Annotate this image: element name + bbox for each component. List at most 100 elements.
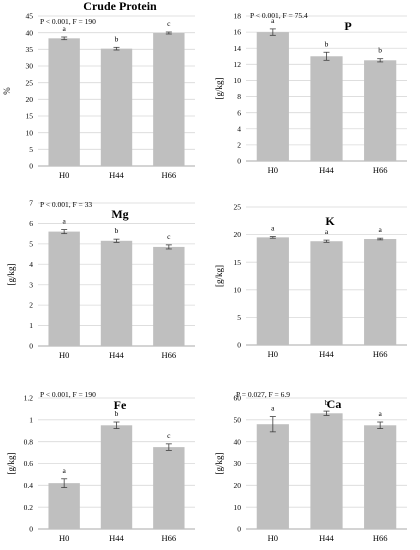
significance-letter: b xyxy=(115,34,119,43)
y-tick-label: 8 xyxy=(237,92,241,101)
chart-panel: 0 5 10 15 20 25 a H0 a H44 a H66 K [g/kg] xyxy=(214,203,407,359)
y-tick-label: 15 xyxy=(234,258,242,267)
chart-title: P xyxy=(344,19,351,33)
significance-letter: a xyxy=(271,224,275,233)
x-tick-label: H0 xyxy=(268,349,278,359)
x-tick-label: H44 xyxy=(109,533,124,543)
chart-panel: 0 2 4 6 8 10 12 14 16 18 a H0 b H44 b H66 P P < 0.001, F … xyxy=(214,11,407,175)
y-tick-label: 0.6 xyxy=(24,459,34,468)
x-tick-label: H66 xyxy=(162,170,177,180)
significance-letter: a xyxy=(62,466,66,475)
y-tick-label: 50 xyxy=(234,415,242,424)
bar xyxy=(310,413,343,529)
y-tick-label: 0.2 xyxy=(24,503,34,512)
chart-title: Ca xyxy=(327,397,342,411)
bar xyxy=(310,241,343,345)
y-tick-label: 30 xyxy=(234,459,242,468)
y-tick-label: 4 xyxy=(237,124,241,133)
y-axis-label: [g/kg] xyxy=(214,453,224,475)
bar xyxy=(48,231,80,346)
y-tick-label: 1 xyxy=(29,415,33,424)
y-tick-label: 25 xyxy=(234,203,242,212)
chart-panel: 0 5 10 15 20 25 30 35 40 45 a H0 b H44 c H66 Crude Prote… xyxy=(2,0,195,180)
chart-title: Mg xyxy=(111,207,128,221)
significance-letter: b xyxy=(115,226,119,235)
x-tick-label: H44 xyxy=(109,350,124,360)
chart-panel: 0 10 20 30 40 50 60 a H0 b H44 a H66 Ca P = 0.027, F =… xyxy=(214,390,407,543)
y-tick-label: 10 xyxy=(234,76,242,85)
stat-annotation: P = 0.027, F = 6.9 xyxy=(236,390,290,399)
y-axis-label: [g/kg] xyxy=(214,265,224,287)
x-tick-label: H44 xyxy=(319,533,334,543)
x-tick-label: H66 xyxy=(162,350,177,360)
significance-letter: b xyxy=(325,39,329,48)
x-tick-label: H66 xyxy=(162,533,177,543)
y-tick-label: 15 xyxy=(26,112,34,121)
significance-letter: a xyxy=(62,217,66,226)
y-tick-label: 0 xyxy=(237,157,241,166)
x-tick-label: H0 xyxy=(268,533,278,543)
x-tick-label: H66 xyxy=(373,533,388,543)
bar xyxy=(256,424,289,529)
x-tick-label: H44 xyxy=(109,170,124,180)
y-tick-label: 20 xyxy=(234,230,242,239)
y-tick-label: 6 xyxy=(237,108,241,117)
y-tick-label: 0.4 xyxy=(24,481,34,490)
chart-title: Fe xyxy=(114,398,127,412)
significance-letter: c xyxy=(167,232,171,241)
chart-title: K xyxy=(325,214,335,228)
y-tick-label: 30 xyxy=(26,62,34,71)
y-tick-label: 7 xyxy=(29,199,33,208)
stat-annotation: P < 0.001, F = 190 xyxy=(40,390,96,399)
bar xyxy=(153,33,185,166)
y-tick-label: 5 xyxy=(237,313,241,322)
stat-annotation: P < 0.001, F = 75.4 xyxy=(250,11,308,20)
significance-letter: b xyxy=(378,46,382,55)
x-tick-label: H0 xyxy=(268,165,278,175)
y-axis-label: [g/kg] xyxy=(6,453,16,475)
chart-title: Crude Protein xyxy=(83,0,157,13)
bar xyxy=(364,425,397,529)
x-tick-label: H66 xyxy=(373,165,388,175)
y-tick-label: 20 xyxy=(234,481,242,490)
y-tick-label: 0 xyxy=(29,525,33,534)
y-tick-label: 1 xyxy=(29,321,33,330)
bar xyxy=(364,239,397,345)
y-tick-label: 16 xyxy=(234,28,242,37)
y-tick-label: 10 xyxy=(234,285,242,294)
significance-letter: b xyxy=(115,409,119,418)
y-tick-label: 40 xyxy=(26,28,34,37)
y-tick-label: 10 xyxy=(26,128,34,137)
bar xyxy=(100,48,133,166)
y-tick-label: 0.8 xyxy=(24,437,34,446)
y-tick-label: 5 xyxy=(29,239,33,248)
chart-panel: 0 0.2 0.4 0.6 0.8 1 1.2 a H0 b H44 c H66 Fe P < 0.001,… xyxy=(6,390,195,543)
y-tick-label: 10 xyxy=(234,503,242,512)
bar xyxy=(364,60,397,161)
y-tick-label: 4 xyxy=(29,260,33,269)
chart-panel: 0 1 2 3 4 5 6 7 a H0 b H44 c H66 Mg P < 0.001, F = 33 [g… xyxy=(6,199,195,360)
bar xyxy=(153,246,185,346)
stat-annotation: P < 0.001, F = 33 xyxy=(40,200,92,209)
y-axis-label: % xyxy=(2,87,12,95)
bar xyxy=(256,237,289,345)
y-tick-label: 2 xyxy=(29,301,33,310)
significance-letter: a xyxy=(62,24,66,33)
significance-letter: a xyxy=(325,227,329,236)
y-tick-label: 0 xyxy=(237,341,241,350)
significance-letter: c xyxy=(167,431,171,440)
significance-letter: a xyxy=(271,16,275,25)
y-tick-label: 45 xyxy=(26,12,34,21)
significance-letter: b xyxy=(325,398,329,407)
y-tick-label: 6 xyxy=(29,219,33,228)
x-tick-label: H0 xyxy=(59,170,69,180)
bar xyxy=(100,240,133,346)
y-tick-label: 40 xyxy=(234,437,242,446)
bar xyxy=(100,425,133,529)
y-tick-label: 20 xyxy=(26,95,34,104)
bar xyxy=(48,483,80,529)
y-tick-label: 18 xyxy=(234,12,242,21)
y-tick-label: 0 xyxy=(29,342,33,351)
x-tick-label: H44 xyxy=(319,165,334,175)
